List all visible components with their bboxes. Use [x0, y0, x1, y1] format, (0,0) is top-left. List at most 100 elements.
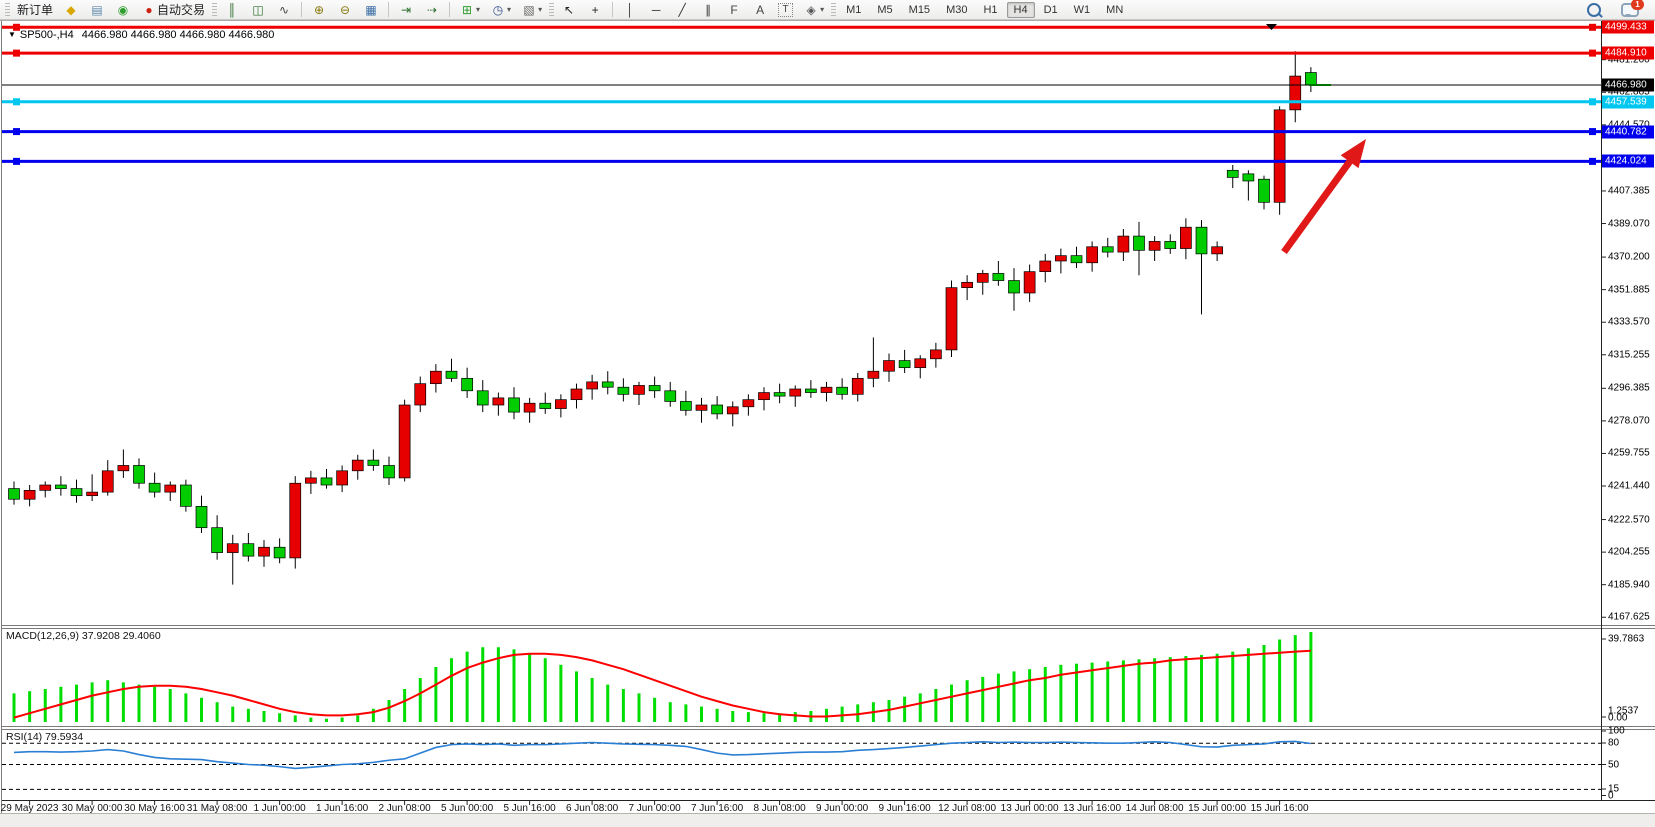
timeframe-d1-button[interactable]: D1: [1043, 4, 1058, 16]
line-chart-icon[interactable]: ∿: [279, 2, 290, 17]
toolbar-grip: [5, 2, 10, 17]
timeframe-h4-button[interactable]: H4: [1006, 2, 1035, 18]
crosshair-tool-button[interactable]: +: [582, 0, 608, 20]
bull-candle: [523, 402, 536, 413]
bear-candle: [680, 401, 692, 411]
bear-candle: [601, 381, 614, 388]
bear-candle: [1258, 178, 1270, 203]
fibonacci-tool[interactable]: F: [730, 2, 738, 17]
cursor-icon: ↖: [564, 2, 575, 17]
auto-scroll-icon[interactable]: ⇢: [427, 2, 438, 17]
text-tool[interactable]: A: [756, 2, 765, 17]
candlestick-chart-icon[interactable]: ◫: [252, 2, 264, 17]
timeframe-m5-button[interactable]: M5: [877, 4, 893, 16]
bull-candle: [164, 484, 177, 493]
arrow-annotation-head[interactable]: [1340, 139, 1366, 169]
bear-candle: [1164, 241, 1177, 249]
line-anchor-right[interactable]: [1589, 128, 1596, 136]
timeframe-h1-button[interactable]: H1: [983, 4, 998, 16]
bear-candle: [1195, 226, 1208, 255]
bull-candle: [1086, 246, 1098, 264]
bear-candle: [836, 386, 848, 395]
line-anchor-left[interactable]: [13, 157, 20, 165]
notification-badge: 1: [1631, 0, 1644, 10]
bull-candle: [726, 406, 739, 415]
shapes-tool[interactable]: ◈ ▾: [806, 2, 825, 17]
indicators-add-button[interactable]: ⊞ ▾: [454, 0, 485, 20]
trendline-tool[interactable]: ╱: [678, 2, 686, 17]
status-bar: [0, 813, 1655, 827]
bear-candle: [1133, 235, 1145, 251]
bull-candle: [430, 370, 442, 385]
bull-candle: [945, 287, 958, 351]
zoom-out-icon[interactable]: ⊖: [340, 2, 351, 17]
chart-shift-icon[interactable]: ⇥: [401, 2, 412, 17]
label-tool[interactable]: T: [773, 0, 798, 20]
templates-button[interactable]: ▧ ▾: [516, 0, 547, 20]
autotrading-icon: ●: [145, 2, 153, 17]
timeframe-m1-button[interactable]: M1: [846, 4, 862, 16]
timeframe-w1-button[interactable]: W1: [1073, 4, 1091, 16]
bull-candle: [226, 543, 239, 553]
printer-icon[interactable]: ▤: [91, 2, 103, 17]
bull-candle: [851, 377, 864, 395]
bull-candle: [86, 491, 98, 497]
bull-candle: [1211, 246, 1223, 255]
bear-candle: [55, 484, 67, 489]
line-anchor-left[interactable]: [13, 128, 20, 136]
line-anchor-left[interactable]: [13, 98, 20, 106]
line-anchor-right[interactable]: [1589, 23, 1596, 31]
line-anchor-left[interactable]: [13, 49, 20, 57]
coin-icon[interactable]: ◆: [66, 2, 76, 17]
new-order-button[interactable]: 新订单: [12, 0, 58, 20]
bear-candle: [805, 388, 817, 393]
cursor-tool-button[interactable]: ↖: [556, 0, 582, 20]
zoom-in-icon[interactable]: ⊕: [314, 2, 325, 17]
chart-window-title: ▼ SP500-,H4 4466.980 4466.980 4466.980 446…: [8, 29, 274, 41]
bull-candle: [39, 484, 52, 491]
bull-candle: [1273, 109, 1286, 203]
horizontal-line-tool[interactable]: ─: [651, 2, 661, 17]
notifications-icon[interactable]: 1: [1606, 0, 1644, 20]
timeframe-m15-button[interactable]: M15: [908, 4, 931, 16]
bear-candle: [367, 459, 380, 466]
radar-icon[interactable]: ◉: [117, 2, 129, 17]
bar-chart-icon[interactable]: ║: [227, 2, 237, 17]
bull-candle: [555, 399, 567, 409]
bull-candle: [1039, 260, 1052, 273]
chevron-down-icon[interactable]: ▼: [8, 30, 16, 39]
line-anchor-left[interactable]: [13, 23, 20, 31]
bull-candle: [867, 370, 880, 379]
bull-candle: [305, 477, 317, 484]
periods-button[interactable]: ◷ ▾: [485, 0, 516, 20]
timeframe-mn-button[interactable]: MN: [1106, 4, 1124, 16]
bear-candle: [773, 392, 786, 397]
bull-candle: [1023, 271, 1036, 294]
line-anchor-right[interactable]: [1589, 49, 1596, 57]
bull-candle: [633, 385, 645, 395]
autotrading-button[interactable]: ● 自动交易: [136, 0, 210, 20]
bear-candle: [461, 377, 473, 392]
line-anchor-right[interactable]: [1589, 157, 1596, 165]
bear-candle: [8, 488, 20, 500]
arrow-annotation[interactable]: [1281, 159, 1353, 255]
clock-icon: ◷: [492, 2, 504, 17]
search-icon[interactable]: [1582, 0, 1606, 20]
bull-candle: [1055, 255, 1067, 262]
tile-windows-icon[interactable]: ▦: [365, 2, 377, 17]
bull-candle: [258, 546, 270, 557]
line-anchor-right[interactable]: [1589, 98, 1596, 106]
bear-candle: [648, 385, 661, 392]
bull-candle: [820, 386, 833, 393]
crosshair-icon: +: [591, 2, 599, 17]
timeframe-m30-button[interactable]: M30: [946, 4, 968, 16]
bear-candle: [320, 477, 333, 486]
bear-candle: [133, 465, 145, 484]
indicators-icon: ⊞: [462, 2, 473, 17]
channel-tool[interactable]: ∥: [705, 2, 712, 17]
bear-candle: [711, 404, 723, 415]
bull-candle: [23, 489, 36, 500]
bull-candle: [398, 404, 411, 479]
vertical-line-tool[interactable]: │: [626, 2, 634, 17]
